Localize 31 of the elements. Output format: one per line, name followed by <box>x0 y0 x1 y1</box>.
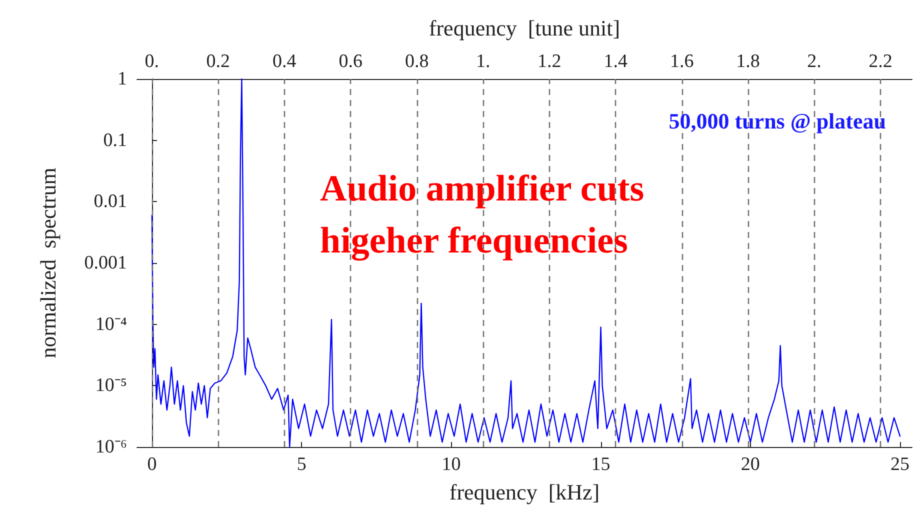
y-axis-title: normalized spectrum <box>36 168 60 358</box>
x2-tick-label: 1.2 <box>537 51 562 72</box>
x2-tick-label: 0.6 <box>338 51 362 72</box>
x2-tick-label: 0.8 <box>404 51 429 72</box>
x-tick-label: 20 <box>740 454 760 475</box>
x-tick-label: 10 <box>442 454 461 475</box>
x-tick-label: 25 <box>890 454 910 475</box>
y-tick-label: 10⁻⁴ <box>95 314 128 335</box>
annotation: 50,000 turns @ plateau <box>668 108 886 134</box>
x2-tick-label: 0. <box>144 51 160 72</box>
x-tick-label: 5 <box>296 454 306 475</box>
x2-tick-label: 0.2 <box>206 51 230 72</box>
y-tick-label: 0.01 <box>94 191 127 212</box>
line-series <box>151 78 901 448</box>
y-tick-label: 10⁻⁶ <box>95 436 127 458</box>
x2-tick-label: 1.6 <box>670 51 694 72</box>
y-tick-label: 10⁻⁵ <box>95 375 127 396</box>
x2-tick-label: 1.4 <box>604 51 628 72</box>
x-axis-title: frequency [kHz] <box>449 480 600 504</box>
x2-tick-label: 1. <box>476 51 490 72</box>
annotation: Audio amplifier cuts higeher frequencies <box>320 168 654 262</box>
y-tick-label: 0.1 <box>103 130 127 151</box>
y-tick-label: 0.001 <box>84 252 127 274</box>
y-tick-label: 1 <box>118 68 127 90</box>
x2-tick-label: 2. <box>807 51 822 72</box>
x2-tick-label: 2.2 <box>868 51 892 72</box>
x2-tick-label: 1.8 <box>736 51 760 72</box>
x-tick-label: 15 <box>591 454 610 475</box>
x2-tick-label: 0.4 <box>272 51 297 72</box>
x-tick-label: 0 <box>147 454 157 475</box>
x2-axis-title: frequency [tune unit] <box>428 16 620 40</box>
